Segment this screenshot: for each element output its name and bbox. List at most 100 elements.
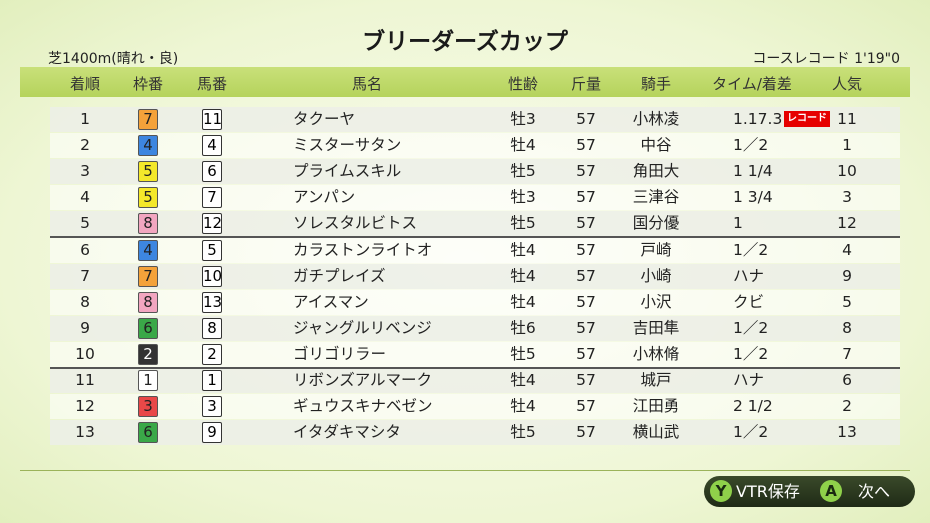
horse-name: カラストンライトオ [293, 240, 433, 259]
margin: ハナ [733, 371, 765, 389]
margin: 1 [733, 214, 743, 233]
column-header: 騎手 [640, 75, 672, 93]
sex-age: 牡4 [510, 292, 536, 311]
rank: 9 [80, 318, 90, 337]
frame-number: 6 [138, 422, 158, 444]
horse-name: ソレスタルビトス [293, 214, 418, 233]
sex-age: 牡4 [510, 397, 536, 416]
frame-number: 5 [138, 161, 158, 183]
row-bg [50, 263, 900, 289]
jockey: 国分優 [632, 214, 680, 233]
popularity: 12 [837, 214, 857, 233]
weight: 57 [576, 423, 596, 442]
margin: ハナ [733, 266, 765, 285]
weight: 57 [576, 292, 596, 311]
horse-number: 12 [202, 213, 223, 235]
record-badge: レコード [784, 111, 830, 127]
horse-number: 13 [202, 291, 223, 313]
rank: 3 [80, 162, 90, 181]
frame-number: 6 [138, 317, 158, 339]
frame-number: 2 [138, 343, 158, 365]
rank: 7 [80, 266, 90, 285]
rank: 10 [75, 344, 95, 363]
weight: 57 [576, 344, 596, 363]
horse-number: 10 [202, 265, 223, 287]
column-header: 馬名 [351, 75, 383, 93]
popularity: 4 [842, 240, 852, 259]
button-key[interactable]: A [820, 480, 842, 502]
horse-name: ミスターサタン [293, 136, 402, 155]
horse-name: ガチプレイズ [293, 266, 386, 285]
horse-name: アイスマン [293, 292, 369, 311]
margin: 1 1/4 [733, 162, 773, 181]
frame-number: 8 [138, 213, 158, 235]
horse-number: 1 [202, 370, 222, 391]
row-bg [50, 368, 900, 393]
column-header: 性齢 [507, 75, 539, 93]
frame-number: 8 [138, 291, 158, 313]
jockey: 横山武 [632, 423, 680, 442]
jockey: 小林凌 [632, 110, 680, 128]
button-label[interactable]: VTR保存 [736, 482, 800, 501]
horse-number: 5 [202, 239, 222, 261]
margin: 1／2 [733, 344, 769, 363]
sex-age: 牡5 [510, 423, 536, 442]
rank: 11 [75, 371, 95, 389]
horse-number: 2 [202, 343, 222, 365]
popularity: 6 [842, 371, 852, 389]
row-bg [50, 289, 900, 315]
button-key[interactable]: Y [710, 480, 732, 502]
horse-name: ゴリゴリラー [293, 344, 387, 363]
horse-name: プライムスキル [293, 162, 402, 181]
row-bg [50, 341, 900, 367]
frame-number: 1 [138, 370, 158, 391]
jockey: 江田勇 [632, 397, 680, 416]
row-bg [50, 420, 900, 446]
column-header: 人気 [831, 75, 863, 93]
horse-number: 4 [202, 135, 222, 157]
group-separator [50, 236, 900, 238]
jockey: 三津谷 [632, 188, 680, 207]
margin: 1／2 [733, 318, 769, 337]
margin: 1／2 [733, 136, 769, 155]
frame-number: 4 [138, 135, 158, 157]
margin: 2 1/2 [733, 397, 773, 416]
row-bg [50, 159, 900, 185]
horse-number: 8 [202, 317, 222, 339]
horse-name: リボンズアルマーク [293, 371, 433, 389]
horse-name: ジャングルリベンジ [293, 318, 432, 337]
frame-number: 7 [138, 265, 158, 287]
weight: 57 [576, 371, 596, 389]
margin: 1.17.3 [733, 110, 783, 128]
popularity: 3 [842, 188, 852, 207]
row-bg [50, 185, 900, 211]
rank: 12 [75, 397, 95, 416]
popularity: 7 [842, 344, 852, 363]
sex-age: 牡4 [510, 371, 536, 389]
row-bg [50, 394, 900, 420]
bottom-line [20, 470, 910, 471]
button-label[interactable]: 次へ [858, 482, 891, 501]
header-bar [20, 67, 910, 97]
horse-name: ギュウスキナベゼン [293, 397, 433, 416]
race-title: ブリーダーズカップ [362, 29, 568, 55]
jockey: 吉田隼 [632, 318, 680, 337]
frame-number: 5 [138, 187, 158, 209]
column-header: 馬番 [196, 75, 228, 93]
margin: 1／2 [733, 240, 769, 259]
row-bg [50, 315, 900, 341]
frame-number: 3 [138, 396, 158, 418]
column-header: タイム/着差 [712, 75, 792, 93]
popularity: 2 [842, 397, 852, 416]
row-bg [50, 133, 900, 159]
jockey: 小崎 [640, 266, 672, 285]
popularity: 8 [842, 318, 852, 337]
rank: 5 [80, 214, 90, 233]
margin: クビ [733, 292, 765, 311]
popularity: 1 [842, 136, 852, 155]
weight: 57 [576, 136, 596, 155]
rank: 2 [80, 136, 90, 155]
sex-age: 牡3 [510, 110, 536, 128]
jockey: 戸崎 [640, 240, 672, 259]
